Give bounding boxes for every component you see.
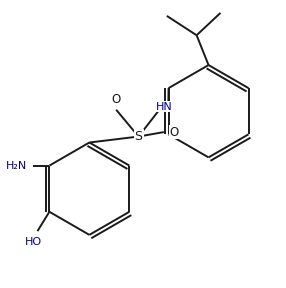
- Text: O: O: [112, 93, 121, 106]
- Text: O: O: [169, 126, 178, 139]
- Text: HO: HO: [24, 237, 41, 247]
- Text: HN: HN: [156, 102, 172, 112]
- Text: S: S: [134, 130, 142, 143]
- Text: H₂N: H₂N: [6, 161, 27, 170]
